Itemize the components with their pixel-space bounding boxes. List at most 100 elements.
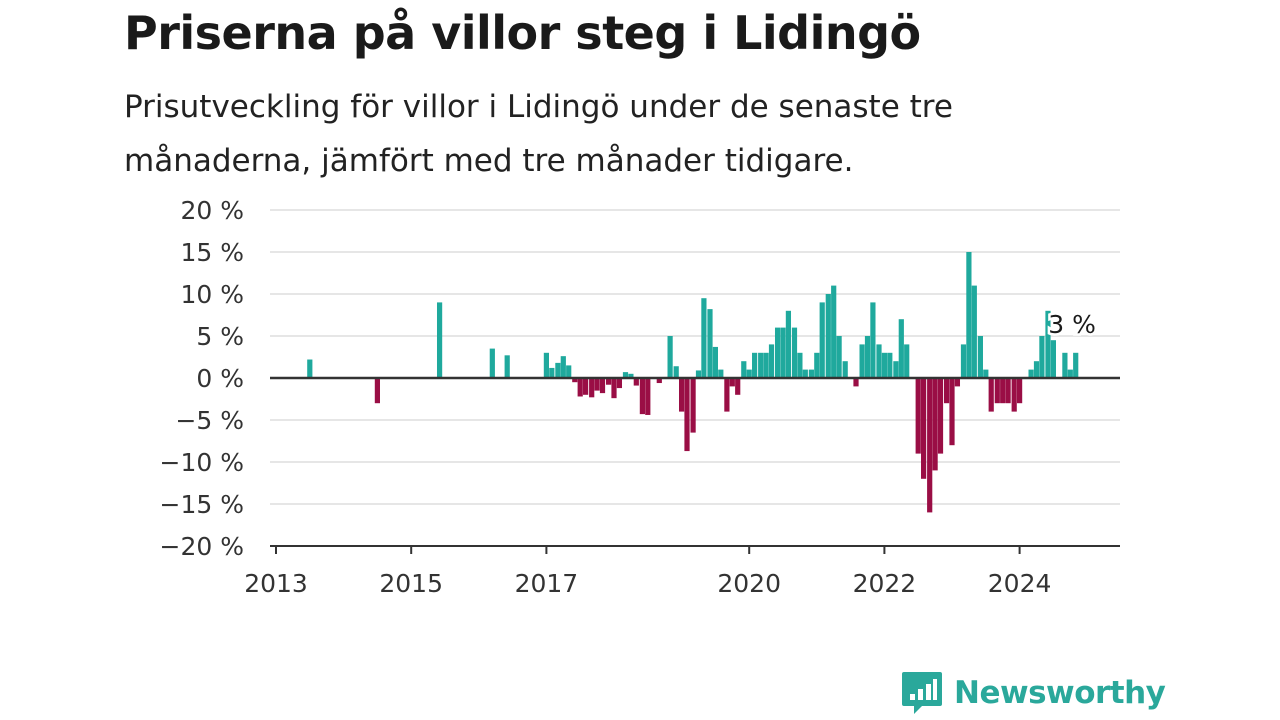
bar	[724, 378, 730, 412]
bar	[701, 298, 707, 378]
bar	[718, 369, 724, 378]
bar	[628, 373, 634, 378]
y-tick-label: −10 %	[160, 448, 244, 477]
bar	[836, 336, 842, 378]
bar	[307, 359, 313, 378]
bar	[1028, 369, 1034, 378]
y-tick-label: 5 %	[196, 322, 244, 351]
bar	[927, 378, 933, 513]
bar	[791, 327, 798, 378]
bar	[994, 378, 1000, 404]
bar	[1050, 340, 1056, 378]
bar	[971, 285, 977, 378]
gridlines	[270, 209, 1120, 505]
x-tick-label: 2013	[244, 569, 308, 598]
x-tick-label: 2020	[717, 569, 781, 598]
bar	[577, 378, 583, 397]
bar	[489, 348, 495, 378]
bar	[374, 378, 380, 404]
bar	[684, 378, 690, 452]
bar	[583, 378, 589, 395]
bar	[870, 302, 876, 378]
bar	[752, 352, 758, 378]
bar	[566, 365, 572, 378]
bar	[560, 356, 566, 378]
bar	[825, 294, 831, 378]
bar	[904, 344, 910, 378]
bar	[915, 378, 921, 454]
bar	[881, 352, 887, 378]
x-tick-label: 2017	[515, 569, 579, 598]
bar	[594, 378, 600, 391]
bar	[814, 352, 820, 378]
x-tick-label: 2022	[853, 569, 917, 598]
bars	[307, 252, 1079, 513]
bar	[859, 344, 865, 378]
bar	[949, 378, 955, 446]
bar	[853, 378, 859, 387]
bar	[932, 378, 938, 471]
bar	[639, 378, 645, 415]
y-tick-label: 0 %	[196, 364, 244, 393]
y-tick-label: −5 %	[175, 406, 244, 435]
bar	[977, 336, 983, 378]
bar	[656, 378, 662, 384]
bar	[543, 352, 549, 378]
bar	[758, 352, 764, 378]
newsworthy-logo-icon	[902, 672, 942, 714]
y-tick-label: −20 %	[160, 532, 244, 561]
bar	[763, 352, 769, 378]
bar	[622, 372, 629, 378]
bar	[1005, 378, 1011, 404]
bar	[667, 336, 673, 378]
bar	[768, 344, 775, 378]
x-tick-label: 2015	[379, 569, 443, 598]
bar	[937, 378, 944, 454]
bar	[633, 378, 639, 386]
bar	[780, 327, 786, 378]
newsworthy-brand: Newsworthy	[900, 670, 1166, 716]
bar	[589, 378, 595, 398]
bar	[729, 378, 735, 387]
bar	[819, 302, 825, 378]
bar	[893, 361, 899, 378]
brand-name: Newsworthy	[954, 675, 1166, 711]
bar	[988, 378, 994, 412]
bar	[983, 369, 989, 378]
y-tick-label: 15 %	[180, 238, 244, 267]
bar	[599, 378, 606, 394]
bar	[1017, 378, 1023, 404]
bar	[842, 361, 848, 378]
bar	[572, 378, 578, 383]
bar	[943, 378, 950, 404]
bar	[746, 369, 752, 378]
bar	[1000, 378, 1006, 404]
bar	[898, 319, 904, 378]
bar	[802, 369, 808, 378]
bar	[690, 378, 696, 433]
bar	[1039, 336, 1045, 378]
axes	[270, 376, 1120, 554]
bar	[966, 252, 972, 378]
bar	[695, 370, 702, 378]
y-tick-label: 20 %	[180, 196, 244, 225]
annotation-label: 3 %	[1048, 310, 1096, 339]
bar	[645, 378, 651, 415]
bar	[1073, 352, 1079, 378]
bar	[774, 327, 781, 378]
bar	[741, 361, 747, 378]
bar	[735, 378, 741, 395]
bar	[831, 285, 837, 378]
bar	[921, 378, 927, 479]
bar	[611, 378, 617, 399]
bar	[808, 369, 814, 378]
tick-labels: 20 %15 %10 %5 %0 %−5 %−10 %−15 %−20 %201…	[160, 196, 1052, 598]
bar	[555, 362, 561, 378]
bar	[954, 378, 961, 387]
bar	[549, 367, 555, 378]
annotations: 3 %	[1046, 308, 1099, 342]
bar	[504, 355, 510, 378]
bar	[864, 336, 871, 378]
bar	[616, 378, 623, 389]
